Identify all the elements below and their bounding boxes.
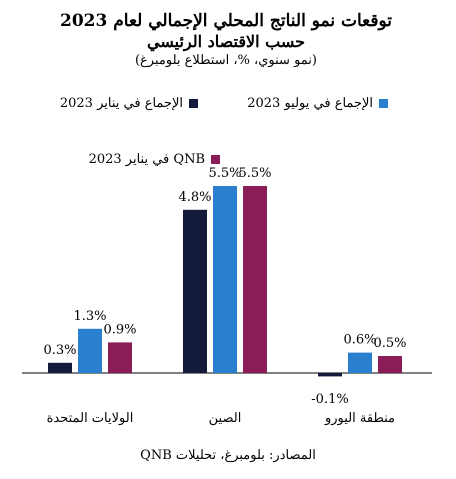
data-label-1-3: 0.9% — [103, 322, 136, 337]
category-label-1: الولايات المتحدة — [47, 411, 134, 426]
category-label-3: منطقة اليورو — [324, 411, 395, 426]
chart-title-line2: حسب الاقتصاد الرئيسي — [147, 32, 305, 51]
data-label-3-2: 0.6% — [343, 333, 376, 348]
chart-subtitle: (نمو سنوي، %، استطلاع بلومبرغ) — [134, 53, 318, 68]
chart-title-block: توقعات نمو الناتج المحلي الإجمالي لعام 2… — [56, 10, 396, 70]
bar-3-1 — [318, 373, 342, 377]
data-label-2-3: 5.5% — [238, 166, 271, 181]
legend-swatch-jan-consensus — [189, 99, 198, 108]
bar-2-2 — [213, 186, 237, 373]
legend-item-qnb: QNB في يناير 2023 — [89, 152, 220, 167]
bar-3-3 — [378, 356, 402, 373]
bar-1-2 — [78, 328, 102, 373]
data-label-1-2: 1.3% — [73, 309, 106, 324]
chart-title: توقعات نمو الناتج المحلي الإجمالي لعام 2… — [60, 11, 392, 31]
legend-label-jan-consensus: الإجماع في يناير 2023 — [59, 96, 183, 111]
bar-3-2 — [348, 352, 372, 373]
legend-item-jan-consensus: الإجماع في يناير 2023 — [60, 96, 198, 111]
source-note: المصادر: بلومبرغ، تحليلات QNB — [140, 448, 316, 463]
legend-item-jul-consensus: الإجماع في يوليو 2023 — [247, 96, 388, 111]
bar-1-3 — [108, 342, 132, 373]
data-label-1-1: 0.3% — [43, 343, 76, 358]
legend-label-jul-consensus: الإجماع في يوليو 2023 — [247, 96, 373, 111]
legend-swatch-jul-consensus — [379, 99, 388, 108]
legend-swatch-qnb — [211, 155, 220, 164]
bar-2-3 — [243, 186, 267, 373]
bar-1-1 — [48, 362, 72, 373]
category-label-2: الصين — [209, 411, 242, 426]
bar-2-1 — [183, 209, 207, 373]
data-label-3-1: -0.1% — [311, 392, 348, 407]
data-label-2-2: 5.5% — [208, 166, 241, 181]
data-label-3-3: 0.5% — [373, 336, 406, 351]
data-label-2-1: 4.8% — [178, 190, 211, 205]
legend-label-qnb: QNB في يناير 2023 — [88, 152, 205, 167]
